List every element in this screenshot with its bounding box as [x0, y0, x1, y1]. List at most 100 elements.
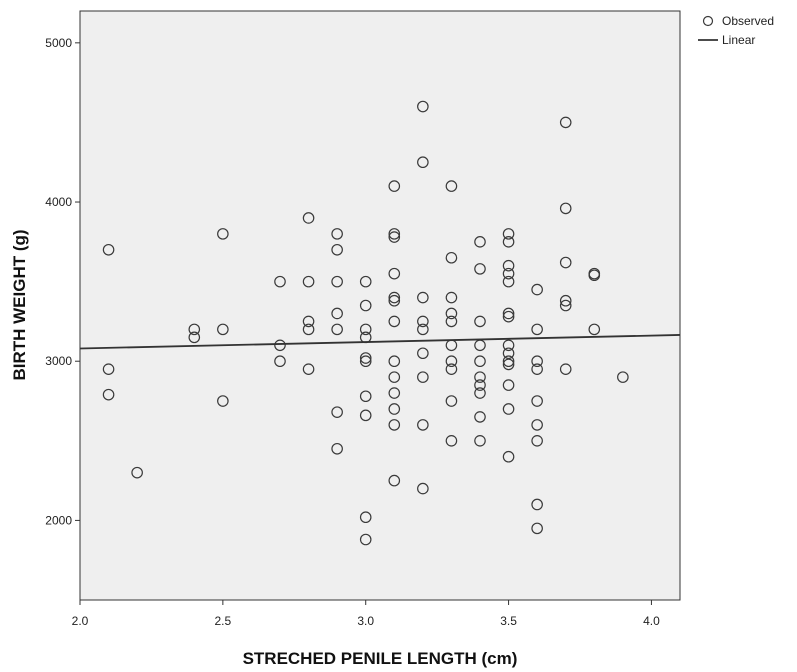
observed-point [359, 533, 372, 546]
y-axis-title: BIRTH WEIGHT (g) [10, 229, 29, 380]
observed-point [617, 371, 629, 383]
x-tick-label: 4.0 [643, 614, 660, 628]
observed-point [531, 498, 543, 511]
observed-point [559, 202, 572, 215]
observed-point [388, 291, 401, 304]
observed-point [531, 363, 543, 375]
observed-point [559, 294, 572, 307]
observed-point [359, 511, 372, 524]
x-tick-label: 2.0 [72, 614, 89, 628]
observed-point [417, 419, 429, 431]
observed-points [102, 100, 629, 546]
x-tick-label: 3.5 [500, 614, 517, 628]
observed-point [445, 363, 458, 375]
observed-point [502, 347, 515, 360]
observed-point [302, 212, 315, 224]
observed-point [359, 275, 372, 288]
observed-point [445, 180, 458, 192]
y-tick-label: 5000 [45, 36, 72, 50]
x-axis-ticks: 2.0 2.5 3.0 3.5 4.0 [72, 600, 660, 628]
observed-point [445, 315, 458, 328]
observed-point [302, 323, 315, 336]
observed-point [417, 347, 429, 360]
observed-point [217, 395, 229, 407]
legend: Observed Linear [698, 14, 774, 47]
observed-point [502, 275, 515, 288]
x-axis-title: STRECHED PENILE LENGTH (cm) [243, 649, 518, 668]
observed-point [474, 355, 486, 368]
observed-point [502, 267, 515, 280]
observed-point [388, 403, 401, 415]
observed-point [417, 291, 429, 304]
observed-point [559, 363, 572, 375]
observed-point [502, 450, 515, 463]
observed-point [502, 228, 515, 240]
observed-point [388, 355, 401, 368]
observed-point [502, 355, 515, 368]
observed-point [388, 419, 401, 431]
observed-point [445, 307, 458, 320]
x-tick-label: 2.5 [215, 614, 232, 628]
observed-point [445, 291, 458, 304]
observed-point [445, 355, 458, 368]
observed-point [388, 267, 401, 280]
observed-point [359, 352, 372, 364]
observed-point [388, 474, 401, 487]
observed-point [531, 435, 543, 447]
observed-point [559, 116, 572, 129]
observed-point [474, 371, 486, 383]
observed-point [388, 228, 401, 240]
observed-point [417, 156, 429, 169]
observed-point [331, 228, 343, 240]
observed-point [331, 442, 343, 455]
observed-point [559, 299, 572, 312]
observed-point [502, 259, 515, 272]
observed-point [502, 339, 515, 352]
observed-point [474, 411, 486, 423]
observed-point [445, 251, 458, 264]
observed-point [359, 355, 372, 368]
observed-point [531, 355, 543, 368]
observed-point [302, 363, 315, 375]
observed-point [502, 403, 515, 415]
observed-point [445, 395, 458, 407]
observed-point [474, 315, 486, 328]
linear-fit-line [79, 334, 681, 350]
observed-point [588, 269, 601, 282]
observed-point [388, 387, 401, 399]
observed-point [388, 180, 401, 192]
observed-point [274, 275, 286, 288]
legend-linear-label: Linear [722, 33, 755, 47]
observed-point [359, 390, 372, 403]
observed-point [274, 339, 286, 352]
observed-point [102, 243, 115, 256]
observed-point [331, 406, 343, 418]
observed-point [445, 435, 458, 447]
observed-point [388, 231, 401, 243]
observed-point [302, 315, 315, 328]
x-tick-label: 3.0 [357, 614, 374, 628]
legend-observed-marker [702, 15, 714, 27]
observed-point [388, 315, 401, 328]
observed-point [531, 395, 543, 407]
observed-point [274, 355, 286, 368]
observed-point [474, 435, 486, 447]
observed-point [474, 236, 486, 248]
observed-point [217, 228, 229, 240]
observed-point [359, 299, 372, 312]
observed-point [531, 419, 543, 431]
legend-observed-label: Observed [722, 14, 774, 28]
observed-point [331, 323, 343, 336]
observed-point [502, 307, 515, 320]
observed-point [188, 323, 201, 336]
observed-point [417, 371, 429, 383]
observed-point [502, 379, 515, 391]
observed-point [302, 275, 315, 288]
observed-point [188, 331, 201, 344]
observed-point [559, 256, 572, 269]
observed-point [502, 310, 515, 323]
observed-point [359, 409, 372, 422]
observed-point [474, 379, 486, 391]
linear-fit [79, 334, 681, 350]
